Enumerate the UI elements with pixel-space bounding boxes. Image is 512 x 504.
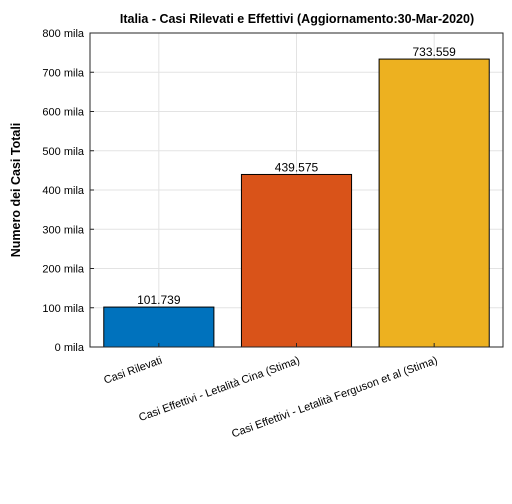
y-tick-label: 700 mila [42, 67, 84, 79]
y-axis-label: Numero dei Casi Totali [9, 123, 23, 258]
bars [103, 58, 490, 348]
y-tick-label: 600 mila [42, 107, 84, 119]
chart-title: Italia - Casi Rilevati e Effettivi (Aggi… [120, 12, 474, 26]
y-tick-label: 0 mila [55, 342, 85, 354]
data-label: 439.575 [275, 160, 319, 174]
y-tick-label: 500 mila [42, 146, 84, 158]
y-tick-label: 300 mila [42, 224, 84, 236]
y-axis: 0 mila 100 mila 200 mila 300 mila 400 mila 50… [42, 28, 94, 354]
y-tick-label: 800 mila [42, 28, 84, 40]
bar [378, 58, 490, 348]
x-tick-label: Casi Rilevati [102, 355, 164, 387]
data-labels: 101.739 439.575 733.559 [137, 45, 456, 307]
bar [240, 173, 353, 348]
y-tick-label: 100 mila [42, 303, 84, 315]
y-tick-label: 200 mila [42, 264, 84, 276]
data-label: 733.559 [412, 45, 456, 59]
bar [103, 306, 215, 348]
data-label: 101.739 [137, 293, 181, 307]
y-tick-label: 400 mila [42, 185, 84, 197]
